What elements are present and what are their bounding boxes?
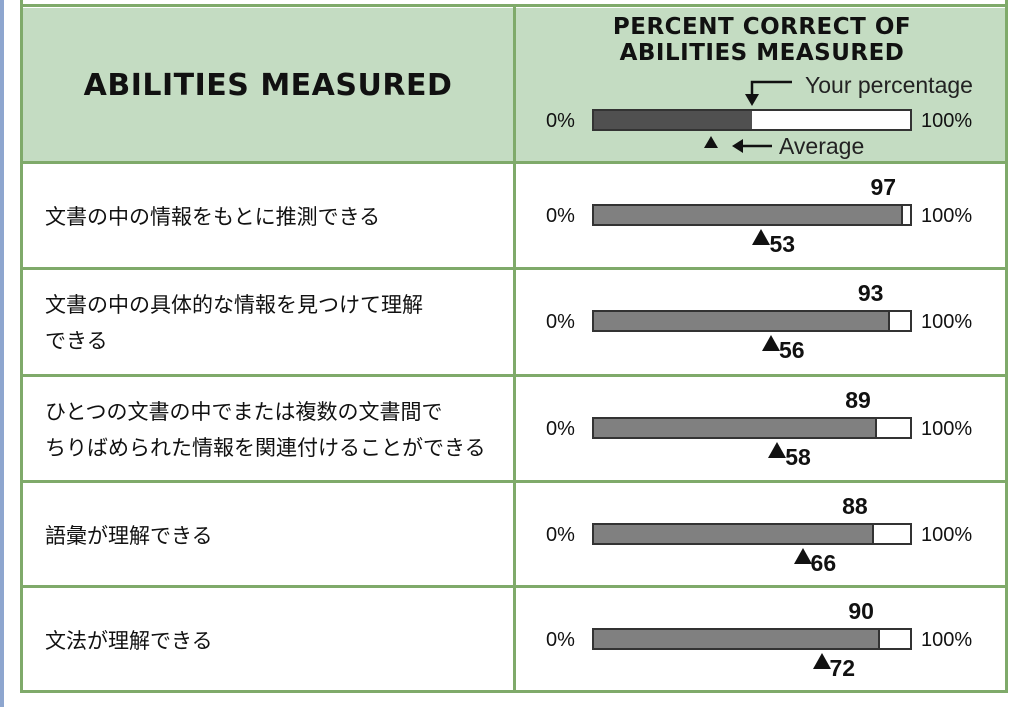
your-score-label: 90 (848, 598, 874, 624)
ability-label-line2: できる (45, 329, 108, 353)
ability-label: 文書の中の情報をもとに推測できる (45, 199, 505, 235)
column-divider (513, 4, 516, 693)
percent-header-line1: PERCENT CORRECT OF (612, 14, 912, 40)
axis-max-label: 100% (921, 629, 973, 651)
average-label: Average (779, 133, 865, 159)
average-score-label: 56 (778, 337, 805, 363)
ability-label-line1: ひとつの文書の中でまたは複数の文書間で (45, 400, 443, 424)
average-score-label: 66 (810, 550, 837, 576)
your-score-label: 89 (845, 387, 871, 413)
legend-bar (592, 109, 912, 131)
ability-label: 文法が理解できる (45, 623, 505, 659)
axis-min-label: 0% (546, 418, 575, 440)
your-score-label: 93 (857, 280, 884, 306)
your-percentage-arrow-icon (745, 80, 792, 106)
ability-label-line1: 語彙が理解できる (45, 524, 213, 548)
ability-label-line1: 文法が理解できる (45, 629, 213, 653)
average-arrow-icon (732, 139, 772, 153)
average-marker-icon (768, 442, 787, 458)
axis-max-label: 100% (921, 418, 973, 440)
score-bar-fill (594, 206, 903, 224)
score-bar (592, 310, 912, 332)
axis-max-label: 100% (921, 311, 973, 333)
score-bar-fill (594, 525, 875, 543)
axis-min-label: 0% (546, 524, 575, 546)
legend-bar-fill (594, 111, 752, 129)
legend-max-label: 100% (921, 110, 973, 132)
your-score-label: 97 (870, 174, 897, 200)
ability-label-line1: 文書の中の具体的な情報を見つけて理解 (45, 293, 423, 317)
axis-max-label: 100% (921, 205, 973, 227)
axis-max-label: 100% (921, 524, 973, 546)
ability-label: 語彙が理解できる (45, 518, 505, 554)
your-score-label: 88 (842, 493, 868, 519)
ability-label: ひとつの文書の中でまたは複数の文書間でちりばめられた情報を関連付けることができる (45, 394, 505, 466)
score-bar-fill (594, 630, 881, 648)
average-marker-icon (761, 335, 780, 351)
ability-label: 文書の中の具体的な情報を見つけて理解 できる (45, 287, 505, 359)
axis-min-label: 0% (546, 629, 575, 651)
percent-header-line2: ABILITIES MEASURED (619, 40, 905, 66)
legend-average-marker-icon (703, 136, 718, 148)
score-bar-fill (594, 312, 890, 330)
average-marker-icon (752, 229, 771, 245)
ability-label-line2: ちりばめられた情報を関連付けることができる (45, 436, 486, 460)
axis-min-label: 0% (546, 311, 575, 333)
ability-label-line1: 文書の中の情報をもとに推測できる (45, 205, 381, 229)
average-score-label: 72 (829, 655, 856, 681)
percent-header: PERCENT CORRECT OF ABILITIES MEASURED (516, 14, 1008, 66)
score-bar (592, 417, 912, 439)
average-marker-icon (812, 653, 831, 669)
page-left-rule (0, 0, 4, 707)
axis-min-label: 0% (546, 205, 575, 227)
average-marker-icon (793, 548, 812, 564)
score-bar (592, 628, 912, 650)
average-score-label: 58 (785, 444, 811, 470)
abilities-header: ABILITIES MEASURED (83, 67, 453, 103)
score-bar-fill (594, 419, 878, 437)
score-bar (592, 204, 912, 226)
your-percentage-label: Your percentage (805, 72, 973, 98)
score-bar (592, 523, 912, 545)
legend-min-label: 0% (546, 110, 575, 132)
average-score-label: 53 (769, 231, 796, 257)
